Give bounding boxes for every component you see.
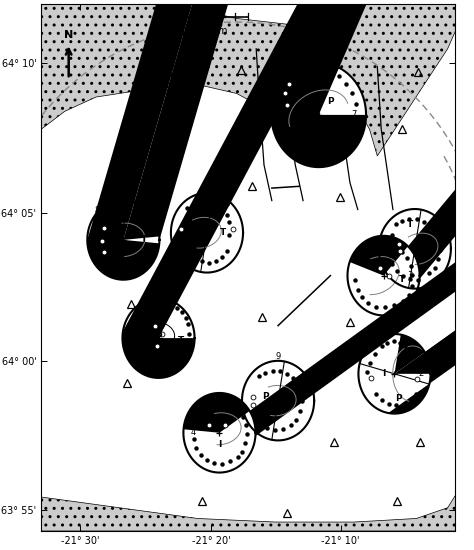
Text: P: P bbox=[395, 394, 401, 403]
Polygon shape bbox=[394, 0, 474, 374]
Polygon shape bbox=[242, 361, 314, 441]
Text: 5: 5 bbox=[204, 184, 210, 194]
Text: P: P bbox=[428, 248, 434, 256]
Text: I: I bbox=[382, 369, 385, 378]
Text: P: P bbox=[110, 235, 117, 244]
Polygon shape bbox=[171, 193, 243, 273]
Text: P: P bbox=[155, 332, 162, 340]
Polygon shape bbox=[388, 0, 474, 414]
Polygon shape bbox=[271, 0, 474, 167]
Text: T: T bbox=[399, 275, 405, 284]
Text: 3: 3 bbox=[407, 271, 413, 280]
Polygon shape bbox=[183, 0, 474, 436]
Text: P: P bbox=[368, 261, 374, 270]
Polygon shape bbox=[315, 4, 456, 156]
Text: P: P bbox=[191, 224, 198, 233]
Text: I: I bbox=[290, 393, 293, 402]
Polygon shape bbox=[41, 4, 330, 129]
Polygon shape bbox=[87, 0, 474, 280]
Text: 9: 9 bbox=[275, 353, 281, 361]
Text: 2: 2 bbox=[419, 369, 424, 378]
Text: 4: 4 bbox=[191, 428, 196, 437]
Polygon shape bbox=[87, 200, 159, 280]
Text: 5 km: 5 km bbox=[203, 26, 228, 36]
Text: 6: 6 bbox=[438, 244, 444, 254]
Text: P: P bbox=[327, 97, 334, 106]
Text: T: T bbox=[220, 228, 226, 237]
Text: 8: 8 bbox=[94, 206, 100, 215]
Polygon shape bbox=[347, 236, 419, 315]
Text: P: P bbox=[262, 392, 269, 401]
Polygon shape bbox=[272, 63, 366, 167]
Polygon shape bbox=[379, 209, 451, 289]
Polygon shape bbox=[358, 334, 430, 414]
Polygon shape bbox=[122, 298, 195, 378]
Polygon shape bbox=[123, 0, 474, 240]
Text: 1: 1 bbox=[156, 290, 161, 299]
Text: I: I bbox=[218, 440, 221, 449]
Text: 7: 7 bbox=[351, 111, 356, 119]
Text: T: T bbox=[141, 235, 147, 244]
Text: T: T bbox=[301, 113, 308, 122]
Polygon shape bbox=[350, 0, 474, 279]
Text: T: T bbox=[178, 336, 184, 345]
Polygon shape bbox=[122, 0, 474, 378]
Polygon shape bbox=[183, 393, 255, 472]
Text: T: T bbox=[407, 219, 414, 229]
Polygon shape bbox=[41, 495, 456, 531]
Text: N: N bbox=[64, 30, 73, 40]
